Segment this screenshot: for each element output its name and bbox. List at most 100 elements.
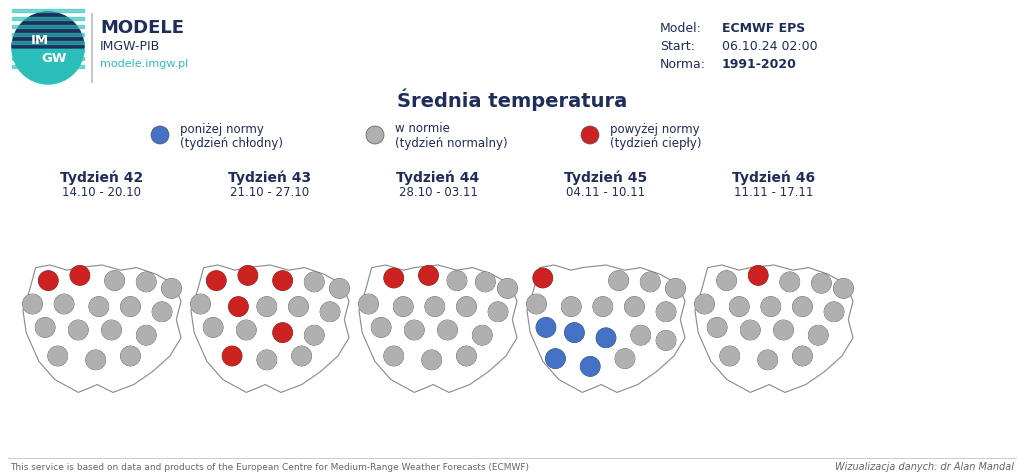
Circle shape (121, 297, 140, 316)
Circle shape (487, 302, 508, 322)
Polygon shape (695, 265, 853, 392)
Circle shape (161, 278, 182, 299)
Circle shape (358, 294, 379, 314)
Circle shape (761, 297, 780, 316)
Circle shape (418, 265, 439, 285)
Text: Tydzień 46: Tydzień 46 (732, 171, 815, 185)
Circle shape (476, 272, 495, 291)
Circle shape (238, 265, 258, 285)
Circle shape (239, 266, 257, 285)
Text: poniżej normy: poniżej normy (180, 123, 264, 135)
Text: 06.10.24 02:00: 06.10.24 02:00 (722, 39, 817, 53)
Circle shape (422, 350, 442, 370)
Circle shape (383, 346, 404, 366)
Circle shape (89, 297, 109, 316)
Circle shape (136, 272, 157, 292)
Text: Start:: Start: (660, 39, 695, 53)
Circle shape (228, 296, 249, 317)
Circle shape (288, 296, 309, 317)
Circle shape (71, 266, 89, 285)
Circle shape (394, 297, 413, 316)
Circle shape (54, 294, 74, 314)
Circle shape (437, 320, 458, 340)
Circle shape (534, 268, 552, 287)
Circle shape (546, 349, 565, 368)
Circle shape (404, 320, 425, 340)
Circle shape (758, 350, 778, 370)
Text: GW: GW (41, 51, 67, 65)
Circle shape (204, 318, 222, 337)
Circle shape (48, 346, 68, 365)
Circle shape (23, 294, 42, 314)
Circle shape (36, 318, 54, 337)
Circle shape (70, 265, 90, 285)
Circle shape (206, 270, 226, 291)
Circle shape (793, 297, 812, 316)
Polygon shape (191, 265, 349, 392)
Circle shape (565, 323, 584, 342)
Circle shape (526, 294, 547, 314)
Text: MODELE: MODELE (100, 19, 184, 37)
Bar (12, 9, 84, 12)
Circle shape (581, 357, 600, 376)
Bar (12, 33, 84, 36)
Bar (12, 41, 84, 44)
Circle shape (564, 323, 585, 343)
Circle shape (102, 321, 121, 340)
Circle shape (120, 296, 140, 317)
Circle shape (537, 318, 555, 337)
Circle shape (580, 356, 600, 377)
Circle shape (740, 321, 760, 340)
Text: Model:: Model: (660, 21, 701, 35)
Circle shape (229, 297, 248, 316)
Circle shape (191, 294, 210, 314)
Circle shape (23, 294, 43, 314)
Text: (tydzień chłodny): (tydzień chłodny) (180, 137, 283, 151)
Circle shape (720, 346, 739, 365)
Text: 11.11 - 17.11: 11.11 - 17.11 (734, 187, 814, 200)
Circle shape (447, 271, 467, 290)
Circle shape (162, 279, 181, 298)
Text: 04.11 - 10.11: 04.11 - 10.11 (566, 187, 645, 200)
Circle shape (104, 270, 125, 291)
Circle shape (101, 320, 122, 340)
Circle shape (615, 349, 635, 368)
Circle shape (151, 126, 169, 144)
Circle shape (384, 268, 403, 287)
Circle shape (631, 325, 651, 345)
Circle shape (422, 351, 441, 370)
Text: modele.imgw.pl: modele.imgw.pl (100, 59, 188, 69)
Circle shape (593, 296, 613, 317)
Circle shape (457, 346, 476, 365)
Circle shape (593, 297, 612, 316)
Circle shape (291, 346, 312, 366)
Circle shape (446, 270, 467, 291)
Circle shape (372, 318, 390, 337)
Circle shape (137, 272, 156, 291)
Text: ECMWF EPS: ECMWF EPS (722, 21, 805, 35)
Circle shape (666, 278, 686, 299)
Circle shape (289, 297, 308, 316)
Circle shape (86, 351, 105, 370)
Circle shape (717, 270, 737, 291)
Circle shape (740, 320, 761, 340)
Circle shape (68, 320, 89, 340)
Bar (12, 57, 84, 60)
Circle shape (305, 272, 324, 291)
Circle shape (656, 302, 676, 321)
Circle shape (153, 302, 172, 321)
Circle shape (12, 12, 84, 84)
Circle shape (207, 271, 225, 290)
Circle shape (304, 325, 325, 345)
Circle shape (717, 271, 736, 290)
Circle shape (758, 351, 777, 370)
Circle shape (749, 266, 768, 285)
Circle shape (35, 317, 55, 338)
Circle shape (425, 296, 445, 317)
Circle shape (137, 326, 156, 345)
Circle shape (203, 317, 223, 338)
Circle shape (292, 346, 311, 365)
Circle shape (809, 326, 827, 345)
Circle shape (152, 302, 172, 322)
Circle shape (456, 296, 477, 317)
